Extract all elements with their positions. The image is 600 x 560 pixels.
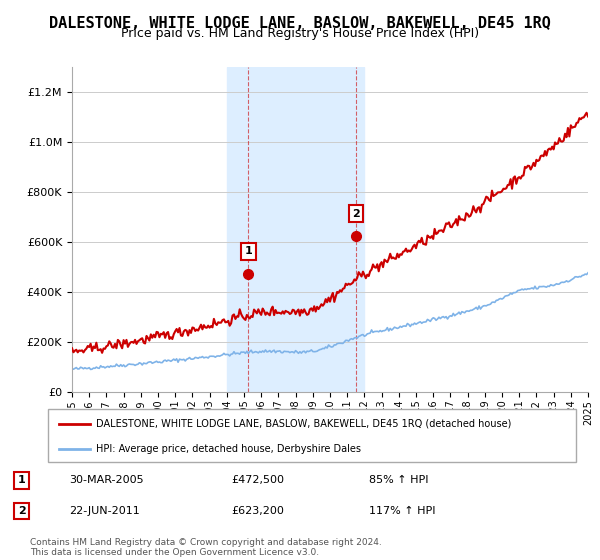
Text: Contains HM Land Registry data © Crown copyright and database right 2024.
This d: Contains HM Land Registry data © Crown c… bbox=[30, 538, 382, 557]
Text: HPI: Average price, detached house, Derbyshire Dales: HPI: Average price, detached house, Derb… bbox=[95, 444, 361, 454]
Text: Price paid vs. HM Land Registry's House Price Index (HPI): Price paid vs. HM Land Registry's House … bbox=[121, 27, 479, 40]
Text: 85% ↑ HPI: 85% ↑ HPI bbox=[369, 475, 428, 485]
Text: £472,500: £472,500 bbox=[231, 475, 284, 485]
Text: DALESTONE, WHITE LODGE LANE, BASLOW, BAKEWELL, DE45 1RQ: DALESTONE, WHITE LODGE LANE, BASLOW, BAK… bbox=[49, 16, 551, 31]
Text: 117% ↑ HPI: 117% ↑ HPI bbox=[369, 506, 436, 516]
FancyBboxPatch shape bbox=[48, 409, 576, 462]
Text: DALESTONE, WHITE LODGE LANE, BASLOW, BAKEWELL, DE45 1RQ (detached house): DALESTONE, WHITE LODGE LANE, BASLOW, BAK… bbox=[95, 419, 511, 429]
Text: 30-MAR-2005: 30-MAR-2005 bbox=[70, 475, 144, 485]
Text: 2: 2 bbox=[18, 506, 26, 516]
Text: 2: 2 bbox=[352, 209, 359, 219]
Bar bbox=[227, 67, 364, 392]
Text: 1: 1 bbox=[18, 475, 26, 485]
Text: £623,200: £623,200 bbox=[231, 506, 284, 516]
Text: 22-JUN-2011: 22-JUN-2011 bbox=[70, 506, 140, 516]
Text: 1: 1 bbox=[244, 246, 252, 256]
